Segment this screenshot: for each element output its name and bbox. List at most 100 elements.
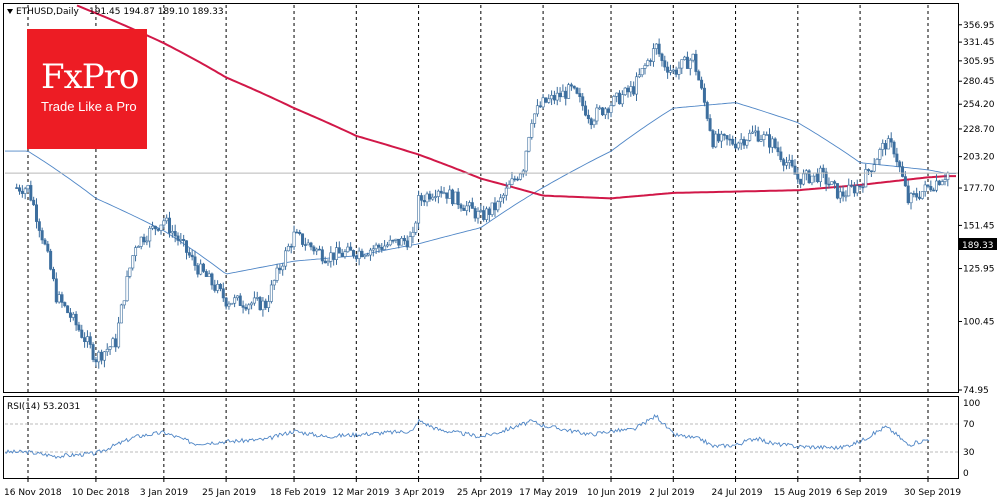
candle-bull <box>436 190 440 197</box>
candle-bull <box>128 267 132 277</box>
candle-bear <box>586 114 590 120</box>
candle-bull <box>125 276 129 302</box>
candle-bear <box>705 102 709 119</box>
candle-bull <box>261 300 265 311</box>
candle-bull <box>247 304 251 310</box>
candle-bear <box>49 250 53 270</box>
price-tag-box <box>959 238 997 250</box>
candle-bull <box>374 244 378 250</box>
candle-bear <box>264 300 268 308</box>
candle-bear <box>241 305 245 308</box>
candle-bear <box>337 247 341 254</box>
candle-bull <box>199 263 203 275</box>
candle-bull <box>592 120 596 126</box>
candle-bull <box>108 346 112 350</box>
candle-bear <box>725 135 729 140</box>
candle-bull <box>541 97 545 108</box>
candle-bear <box>244 307 248 310</box>
candle-bull <box>484 208 488 220</box>
candle-bear <box>459 204 463 209</box>
symbol-dropdown-icon[interactable] <box>7 9 13 14</box>
candle-bull <box>504 187 508 196</box>
x-tick-label: 6 Sep 2019 <box>836 488 888 498</box>
candle-bear <box>456 191 460 206</box>
rsi-tick-label: 30 <box>963 448 975 458</box>
candle-bear <box>493 202 497 211</box>
candle-bull <box>561 90 565 98</box>
candle-bull <box>162 220 166 226</box>
candle-bull <box>739 139 743 144</box>
candle-bear <box>77 324 81 331</box>
candle-bull <box>465 205 469 211</box>
candle-bear <box>552 95 556 101</box>
candle-bear <box>796 173 800 180</box>
candle-bull <box>371 248 375 251</box>
candle-bull <box>830 181 834 185</box>
candle-bull <box>620 94 624 105</box>
candle-bear <box>858 185 862 188</box>
rsi-tick-label: 70 <box>963 420 975 430</box>
candle-bull <box>252 297 256 304</box>
candle-bear <box>63 302 67 307</box>
x-tick-label: 25 Apr 2019 <box>457 488 513 498</box>
candle-bear <box>351 250 355 257</box>
candle-bull <box>501 194 505 199</box>
candle-bear <box>258 297 262 311</box>
candle-bull <box>507 184 511 189</box>
candle-bull <box>57 294 61 303</box>
candle-bear <box>360 250 364 258</box>
candle-bull <box>946 172 950 180</box>
y-tick-label: 177.70 <box>963 184 995 194</box>
rsi-tick-label: 0 <box>963 469 969 479</box>
candle-bull <box>688 59 692 69</box>
candle-bull <box>527 137 531 152</box>
candle-bear <box>43 239 47 245</box>
candle-bull <box>23 188 27 194</box>
candle-bear <box>182 239 186 241</box>
y-tick-label: 331.45 <box>963 38 995 48</box>
y-tick-label: 203.20 <box>963 153 995 163</box>
candle-bear <box>702 87 706 103</box>
candle-bear <box>768 134 772 148</box>
candle-bear <box>841 191 845 197</box>
rsi-line <box>4 414 930 459</box>
x-tick-label: 24 Jul 2019 <box>712 488 763 498</box>
candle-bear <box>445 192 449 199</box>
candle-bear <box>94 359 98 363</box>
candle-bear <box>722 133 726 136</box>
candle-bear <box>402 238 406 242</box>
candle-bear <box>397 238 401 246</box>
candle-bear <box>74 313 78 326</box>
candle-bear <box>903 176 907 187</box>
candle-bear <box>717 133 721 142</box>
candle-bull <box>909 193 913 204</box>
x-tick-label: 3 Jan 2019 <box>140 488 188 498</box>
candle-bull <box>634 76 638 95</box>
candle-bull <box>751 131 755 134</box>
fxpro-logo: FxPro Trade Like a Pro <box>27 29 147 149</box>
candle-bear <box>40 230 44 241</box>
candle-bear <box>601 107 605 116</box>
candle-bull <box>881 143 885 150</box>
ma-fast-line <box>5 102 956 275</box>
candle-bull <box>714 133 718 148</box>
candle-bull <box>535 105 539 115</box>
candle-bull <box>329 252 333 262</box>
ohlc-values: 191.45 194.87 189.10 189.33 <box>89 7 224 17</box>
candle-bear <box>816 172 820 183</box>
candle-bear <box>46 243 50 252</box>
candle-bull <box>810 175 814 184</box>
candle-bear <box>697 71 701 81</box>
candle-bull <box>230 302 234 305</box>
candle-bear <box>649 60 653 62</box>
candle-bull <box>838 191 842 199</box>
candle-bear <box>666 66 670 73</box>
candle-bear <box>29 185 33 201</box>
candle-bull <box>719 133 723 142</box>
candle-bull <box>847 184 851 197</box>
candle-bull <box>170 231 174 234</box>
candle-bear <box>301 233 305 245</box>
candle-bull <box>394 238 398 241</box>
candle-bear <box>906 185 910 204</box>
candle-bull <box>943 179 947 182</box>
